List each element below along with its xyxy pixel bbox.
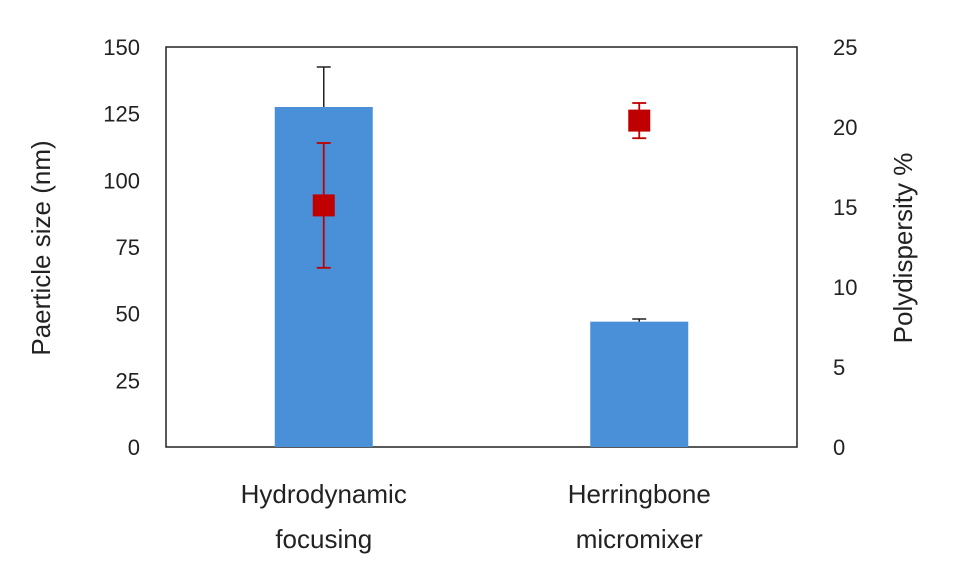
y-tick-label: 25 <box>116 368 140 393</box>
labels-layer: 0 25 50 75 100 125 150 0 5 10 15 20 25 Hydrodynamic fo… <box>103 35 857 554</box>
square-marker <box>312 194 335 217</box>
plot-area-border <box>165 46 798 448</box>
y-tick-label: 50 <box>116 302 140 327</box>
y2-tick-label: 0 <box>833 435 845 460</box>
x-category-label: Herringbone <box>568 479 711 509</box>
square-marker <box>628 109 651 132</box>
y-tick-label: 75 <box>116 235 140 260</box>
markers-layer <box>312 102 651 269</box>
y2-tick-label: 15 <box>833 195 857 220</box>
bar <box>590 321 689 447</box>
y2-tick-label: 5 <box>833 355 845 380</box>
y-axis-title: Paerticle size (nm) <box>26 140 56 355</box>
axes-layer <box>165 46 798 448</box>
y-tick-label: 150 <box>103 35 140 60</box>
y-tick-label: 0 <box>128 435 140 460</box>
x-category-label: Hydrodynamic <box>241 479 407 509</box>
y-tick-label: 100 <box>103 168 140 193</box>
y2-tick-label: 25 <box>833 35 857 60</box>
x-category-label: micromixer <box>576 524 703 554</box>
y-tick-label: 125 <box>103 102 140 127</box>
bars-layer <box>274 66 689 447</box>
x-category-label: focusing <box>275 524 372 554</box>
y2-axis-title: Polydispersity % <box>888 153 918 344</box>
y2-tick-label: 10 <box>833 275 857 300</box>
y2-tick-label: 20 <box>833 115 857 140</box>
